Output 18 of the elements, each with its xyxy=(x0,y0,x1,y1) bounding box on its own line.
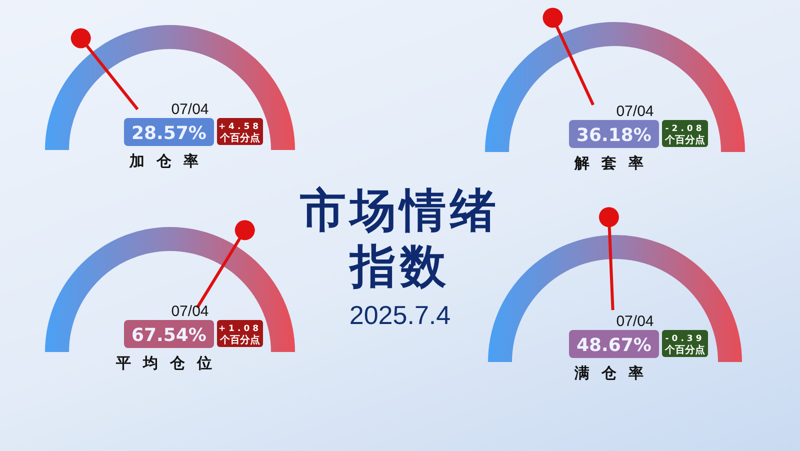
text: +4.58 个百分点 xyxy=(218,122,262,144)
text: 07/04 xyxy=(616,313,654,330)
data-label: 48.67% xyxy=(576,335,652,356)
text: 解套率 xyxy=(574,154,656,172)
text: -2.08 个百分点 xyxy=(664,124,705,146)
text: 07/04 xyxy=(171,303,209,320)
text: 平均仓位 xyxy=(115,354,224,372)
data-label: 67.54% xyxy=(132,325,206,346)
text: -0.39 个百分点 xyxy=(664,334,705,356)
text: 07/04 xyxy=(171,101,209,118)
text: 2025.7.4 xyxy=(348,300,452,331)
text: 加仓率 xyxy=(128,152,210,170)
data-label: 28.57% xyxy=(132,123,206,144)
text: 市场情绪指数 xyxy=(300,182,500,294)
text: +1.08 个百分点 xyxy=(218,324,262,346)
text: 07/04 xyxy=(616,103,654,120)
text: 满仓率 xyxy=(574,364,656,382)
data-label: 36.18% xyxy=(576,125,652,146)
